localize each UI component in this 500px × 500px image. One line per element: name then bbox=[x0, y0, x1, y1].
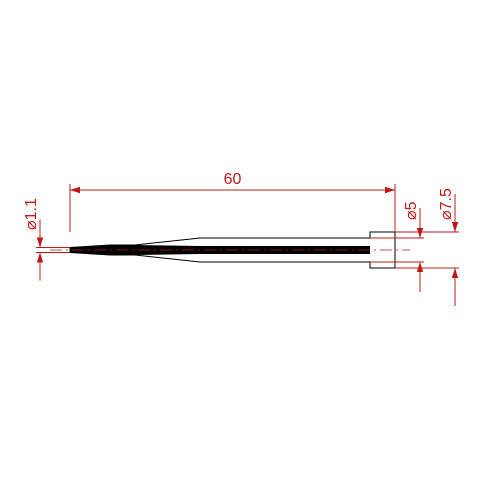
dim-flange-dia-value: ⌀7.5 bbox=[438, 188, 455, 220]
dim-length-value: 60 bbox=[224, 171, 242, 188]
dim-tip-dia-value: ⌀1.1 bbox=[23, 198, 40, 230]
dim-body-dia-value: ⌀5 bbox=[403, 201, 420, 220]
